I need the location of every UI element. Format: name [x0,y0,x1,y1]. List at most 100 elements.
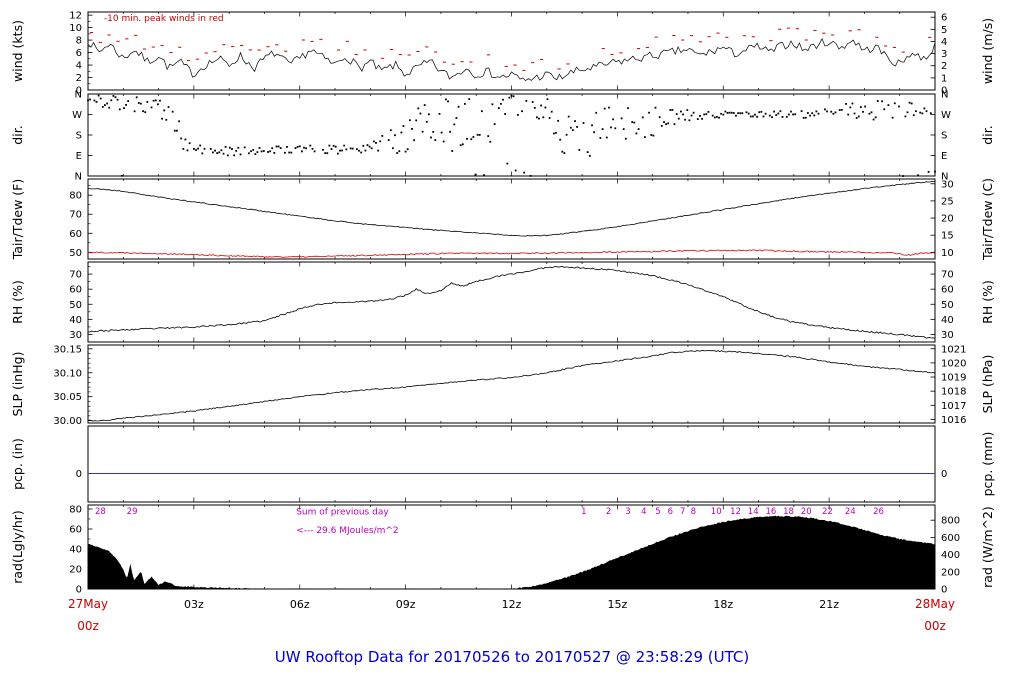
svg-text:0: 0 [941,585,947,596]
svg-text:60: 60 [69,229,82,240]
rad-sum-marker: 20 [801,507,812,517]
series-solar_rad [88,515,935,589]
series-slp [87,349,936,422]
svg-text:03z: 03z [184,598,204,611]
svg-text:6: 6 [941,13,947,24]
svg-text:09z: 09z [396,598,416,611]
svg-text:1: 1 [941,73,947,84]
svg-text:30: 30 [69,330,82,341]
svg-text:30: 30 [941,330,954,341]
svg-text:60: 60 [69,525,82,536]
svg-text:6: 6 [76,48,82,59]
svg-text:N: N [75,172,82,183]
svg-text:400: 400 [941,550,960,561]
svg-text:1020: 1020 [941,358,966,369]
svg-text:1018: 1018 [941,387,966,398]
svg-text:8: 8 [76,36,82,47]
svg-text:5: 5 [941,25,947,36]
svg-text:E: E [76,151,82,162]
svg-text:30.00: 30.00 [53,416,82,427]
svg-text:60: 60 [69,285,82,296]
svg-text:pcp. (in): pcp. (in) [10,438,25,490]
svg-text:0: 0 [941,86,947,97]
rad-sum-marker: 6 [668,507,673,517]
svg-text:80: 80 [69,191,82,202]
svg-text:40: 40 [69,545,82,556]
svg-text:S: S [76,131,82,142]
rad-sum-marker: 12 [730,507,741,517]
rad-sum-marker: 2 [606,507,611,517]
rad-sum-marker: 16 [765,507,776,517]
rad-sum-marker: 7 [680,507,685,517]
svg-text:RH (%): RH (%) [10,280,25,324]
svg-text:4: 4 [941,37,947,48]
panel-annotation: Sum of previous day [296,508,389,518]
svg-text:wind (kts): wind (kts) [10,20,25,82]
svg-text:12: 12 [69,11,82,22]
x-start-hour: 00z [77,619,99,633]
panel-annotation: -10 min. peak winds in red [104,14,224,24]
svg-text:15: 15 [941,231,954,242]
svg-text:N: N [941,172,948,183]
svg-text:SLP (inHg): SLP (inHg) [10,352,25,417]
panel-slp: 30.00 30.05 30.10 30.15 1016 1017 1018 1019 1020… [10,344,995,427]
svg-text:25: 25 [941,196,954,207]
rad-sum-marker: 10 [711,507,722,517]
svg-text:rad (W/m^2): rad (W/m^2) [980,506,995,588]
svg-text:15z: 15z [607,598,627,611]
svg-text:21z: 21z [819,598,839,611]
svg-text:W: W [941,110,951,121]
chart-title: UW Rooftop Data for 20170526 to 20170527… [274,648,750,666]
series-wind_dir [87,94,936,177]
rad-sum-marker: 1 [581,507,586,517]
svg-text:10: 10 [69,23,82,34]
svg-text:N: N [75,90,82,101]
x-axis-labels: 03z 06z 09z 12z 15z 18z 21z 27May 00z 28May 00z [68,597,955,633]
svg-text:50: 50 [69,248,82,259]
svg-text:10: 10 [941,248,954,259]
series-wind_avg [87,37,936,82]
svg-text:S: S [941,131,947,142]
svg-text:30.15: 30.15 [53,344,82,355]
svg-text:200: 200 [941,567,960,578]
svg-text:Tair/Tdew (F): Tair/Tdew (F) [10,179,25,260]
x-end-date: 28May [915,597,955,611]
panel-rh: 30 40 50 60 70 30 40 50 60 70 RH (%) RH (%) [10,261,995,343]
svg-text:Tair/Tdew (C): Tair/Tdew (C) [980,178,995,261]
svg-text:40: 40 [69,315,82,326]
svg-text:3: 3 [941,49,947,60]
panel-tair: 50 60 70 80 10 15 20 25 30 Tair/Tdew (F) Tair/Tdew… [10,178,995,261]
panel-pcp: 0 0 pcp. (in) pcp. (mm) [10,425,995,503]
svg-text:0: 0 [941,469,947,480]
rad-sum-marker: 22 [822,507,833,517]
svg-text:20: 20 [941,214,954,225]
svg-text:1019: 1019 [941,373,966,384]
svg-text:rad(Lgly/hr): rad(Lgly/hr) [10,510,25,584]
svg-text:pcp. (mm): pcp. (mm) [980,432,995,497]
svg-text:50: 50 [941,300,954,311]
svg-text:600: 600 [941,533,960,544]
svg-text:20: 20 [69,565,82,576]
svg-text:40: 40 [941,315,954,326]
x-start-date: 27May [68,597,108,611]
series-tair [87,181,936,237]
svg-text:70: 70 [69,210,82,221]
svg-text:60: 60 [941,285,954,296]
svg-text:30.10: 30.10 [53,368,82,379]
svg-text:18z: 18z [713,598,733,611]
series-rh [88,265,936,339]
svg-text:80: 80 [69,505,82,516]
svg-text:06z: 06z [290,598,310,611]
series-tdew [87,249,936,258]
x-end-hour: 00z [924,619,946,633]
rad-sum-marker: 5 [655,507,660,517]
rad-sum-marker: 14 [748,507,759,517]
svg-text:N: N [941,90,948,101]
svg-text:dir.: dir. [980,125,995,144]
rad-sum-marker: 8 [691,507,696,517]
svg-text:wind (m/s): wind (m/s) [980,18,995,84]
